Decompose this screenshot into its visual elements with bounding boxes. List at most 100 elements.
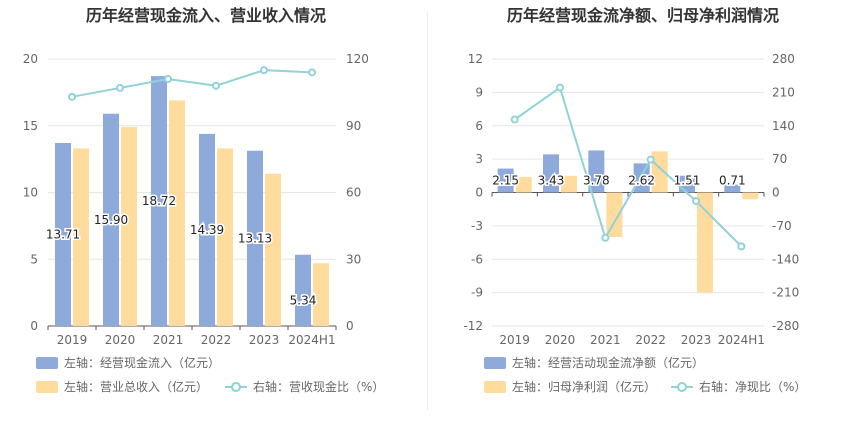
legend-swatch <box>36 381 58 393</box>
legend-label: 右轴：净现比（%） <box>699 379 806 394</box>
right-axis-tick-label: 210 <box>772 85 795 99</box>
legend-swatch <box>484 357 506 369</box>
bar <box>588 150 605 193</box>
bar <box>55 142 71 326</box>
bar-data-label: 3.43 <box>538 174 565 188</box>
right-axis-tick-label: 280 <box>772 52 795 66</box>
x-axis-tick-label: 2024H1 <box>288 333 335 347</box>
bar <box>697 192 713 293</box>
line-point <box>116 83 124 92</box>
bar <box>561 175 577 193</box>
line-point <box>260 66 268 75</box>
left-axis-tick-label: 20 <box>23 52 38 66</box>
line-series <box>514 85 743 248</box>
bar <box>151 76 167 326</box>
legend-label: 左轴：归母净利润（亿元） <box>512 379 656 394</box>
bar-data-label: 18.72 <box>142 194 176 208</box>
left-axis-tick-label: 0 <box>475 186 483 200</box>
x-axis-tick-label: 2019 <box>499 333 530 347</box>
x-axis-tick-label: 2019 <box>57 333 88 347</box>
right-axis-tick-label: 140 <box>772 119 795 133</box>
left-axis-tick-label: 3 <box>475 152 483 166</box>
bar <box>217 148 233 326</box>
bar-data-label: 1.51 <box>674 174 701 188</box>
bar <box>265 173 281 326</box>
right-axis-tick-label: -70 <box>772 219 792 233</box>
line-point <box>646 155 655 164</box>
right-axis-tick-label: 70 <box>772 152 787 166</box>
right-axis-tick-label: 0 <box>346 319 354 333</box>
bar <box>199 133 215 326</box>
bar <box>295 254 311 326</box>
left-axis-tick-label: 9 <box>475 85 483 99</box>
right-axis-tick-label: -280 <box>772 319 799 333</box>
right-axis-tick-label: 90 <box>346 119 361 133</box>
left-axis-tick-label: -12 <box>463 319 483 333</box>
bar <box>121 127 137 327</box>
left-axis-tick-label: -3 <box>471 219 483 233</box>
line-series <box>71 69 313 98</box>
legend-swatch <box>677 382 687 392</box>
right-axis-tick-label: -140 <box>772 252 799 266</box>
line-point <box>308 68 316 77</box>
x-axis-tick-label: 2023 <box>681 333 712 347</box>
left-axis-tick-label: 15 <box>23 119 38 133</box>
bar <box>543 154 559 193</box>
bar-data-label: 13.71 <box>46 227 80 241</box>
bar-data-label: 5.34 <box>290 293 317 307</box>
legend-label: 右轴：营收现金比（%） <box>253 379 384 394</box>
left-axis-tick-label: 5 <box>30 252 38 266</box>
legend-label: 左轴：经营活动现金流净额（亿元） <box>512 355 704 370</box>
net-cash-flow-profit-chart: 历年经营现金流净额、归母净利润情况 -12 -9 -6 -3 0 3 6 9 12 -280 -21… <box>463 6 806 394</box>
cash-inflow-revenue-chart: 历年经营现金流入、营业收入情况 0 5 10 15 20 0 30 60 90 120 2019 20… <box>23 6 385 394</box>
left-axis-tick-label: 10 <box>23 186 38 200</box>
left-axis-tick-label: -6 <box>471 252 483 266</box>
bar-data-label: 0.71 <box>719 174 746 188</box>
line-point <box>510 115 519 124</box>
bar-data-label: 15.90 <box>94 213 128 227</box>
bar <box>247 150 263 326</box>
chart-title: 历年经营现金流入、营业收入情况 <box>86 6 326 25</box>
left-axis-tick-label: 0 <box>30 319 38 333</box>
left-axis-tick-label: 6 <box>475 119 483 133</box>
right-axis-tick-label: 60 <box>346 186 361 200</box>
bar <box>103 113 119 326</box>
x-axis-tick-label: 2023 <box>249 333 280 347</box>
line-point <box>68 92 76 101</box>
legend-swatch <box>484 381 506 393</box>
bar-data-label: 2.15 <box>492 174 519 188</box>
bar-data-label: 13.13 <box>238 231 272 245</box>
legend-swatch <box>36 357 58 369</box>
line-point <box>212 81 220 90</box>
chart-title: 历年经营现金流净额、归母净利润情况 <box>507 6 779 25</box>
bar-data-label: 2.62 <box>628 174 655 188</box>
x-axis-tick-label: 2021 <box>590 333 621 347</box>
bar <box>313 263 329 326</box>
left-axis-tick-label: -9 <box>471 286 483 300</box>
bar <box>651 151 668 193</box>
line-point <box>737 242 746 251</box>
bar-data-label: 14.39 <box>190 223 224 237</box>
line-point <box>164 75 172 84</box>
line-point <box>556 83 564 92</box>
x-axis-tick-label: 2022 <box>635 333 666 347</box>
right-axis-tick-label: 120 <box>346 52 369 66</box>
panel-divider <box>427 12 428 410</box>
bar <box>169 100 185 326</box>
bar <box>633 163 650 193</box>
line-point <box>601 233 610 242</box>
legend-label: 左轴：营业总收入（亿元） <box>64 379 208 394</box>
right-axis-tick-label: 30 <box>346 252 361 266</box>
right-axis-tick-label: 0 <box>772 186 780 200</box>
left-axis-tick-label: 12 <box>468 52 483 66</box>
bar <box>515 176 532 193</box>
bar <box>73 148 89 326</box>
x-axis-tick-label: 2022 <box>201 333 232 347</box>
x-axis-tick-label: 2020 <box>545 333 576 347</box>
legend-label: 左轴：经营现金流入（亿元） <box>64 355 220 370</box>
bar <box>742 192 759 200</box>
bar <box>606 192 623 237</box>
right-axis-tick-label: -210 <box>772 286 799 300</box>
bar <box>724 184 741 193</box>
